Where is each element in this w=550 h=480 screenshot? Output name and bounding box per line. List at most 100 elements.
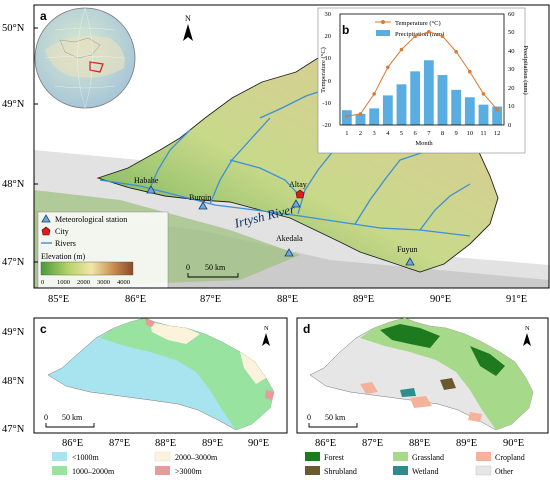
precip-bar (355, 113, 366, 125)
svg-text:88°E: 88°E (409, 438, 430, 449)
svg-text:87°E: 87°E (200, 294, 221, 305)
svg-text:0: 0 (186, 263, 190, 272)
elev-tick-2: 2000 (77, 279, 90, 286)
month-ticks: 1 2 3 4 5 6 7 8 9 10 11 12 (345, 130, 500, 137)
temperature-point (413, 34, 417, 38)
scalebar-c: 0 50 km (44, 413, 95, 428)
svg-text:48°N: 48°N (2, 376, 25, 387)
place-akedala: Akedala (276, 234, 303, 243)
temperature-point (454, 49, 458, 54)
legend-city-icon (41, 226, 51, 236)
month-tick-label: 9 (455, 130, 458, 137)
svg-text:-10: -10 (322, 100, 331, 107)
month-tick-label: 12 (494, 130, 501, 137)
month-tick-label: 1 (345, 130, 348, 137)
station-burqin (198, 201, 208, 210)
precip-bar (464, 97, 475, 125)
forest-area (380, 324, 505, 376)
svg-text:50: 50 (508, 29, 515, 36)
svg-text:86°E: 86°E (125, 294, 146, 305)
right-axis-ticks: 60 50 40 30 20 10 0 (508, 11, 515, 129)
svg-text:0: 0 (328, 78, 331, 85)
north-arrow-a: N (183, 14, 193, 41)
study-area-marker (89, 61, 104, 73)
month-tick-label: 3 (373, 130, 376, 137)
lat-labels-c: 49°N 48°N 47°N (2, 327, 25, 435)
scalebar-d: 0 50 km (307, 413, 358, 428)
svg-text:86°E: 86°E (62, 438, 83, 449)
temperature-point (440, 34, 445, 38)
city-altay (295, 189, 305, 199)
precip-bar (369, 108, 380, 125)
panel-label-c: c (40, 322, 47, 336)
svg-text:20: 20 (325, 33, 332, 40)
place-fuyun: Fuyun (397, 245, 417, 254)
legend-d: Forest Grassland Cropland Shrubland Wetl… (305, 452, 525, 476)
temperature-point (495, 107, 499, 112)
station-habahe (146, 185, 156, 194)
temperature-point (399, 47, 404, 52)
svg-text:47°N: 47°N (2, 424, 25, 435)
place-altay: Altay (289, 180, 307, 189)
legend-city: City (55, 227, 69, 236)
svg-text:Grassland: Grassland (412, 453, 444, 462)
chart-ylabel-right: Precipitation (mm) (522, 45, 529, 94)
month-tick-label: 6 (414, 130, 418, 137)
precip-bar (478, 104, 489, 125)
shrubland-area (440, 378, 456, 390)
month-tick-label: 4 (386, 130, 390, 137)
svg-text:1000–2000m: 1000–2000m (72, 467, 115, 476)
lon-labels-a: 85°E 86°E 87°E 88°E 89°E 90°E 91°E (48, 294, 527, 305)
panel-d: d N 0 50 km 86°E 87°E 88°E 89°E 90°E For… (296, 317, 549, 476)
svg-text:89°E: 89°E (353, 294, 374, 305)
wetland-area (400, 388, 416, 397)
svg-text:85°E: 85°E (48, 294, 69, 305)
plot-frame (339, 13, 505, 126)
temperature-point (386, 65, 390, 70)
panel-c: c N 0 50 km 49°N 48°N 47°N 86°E 87°E 88°… (2, 317, 288, 476)
place-habahe: Habahe (134, 176, 159, 185)
legend-a: Meteorological station City Rivers Eleva… (37, 211, 169, 289)
month-tick-label: 8 (441, 130, 444, 137)
svg-text:47°N: 47°N (2, 257, 25, 268)
svg-text:50 km: 50 km (205, 263, 226, 272)
svg-text:50 km: 50 km (62, 413, 83, 422)
cropland-area (360, 382, 482, 422)
svg-text:89°E: 89°E (202, 438, 223, 449)
legend-temperature: Temperature (°C) (395, 20, 441, 27)
svg-text:60: 60 (508, 11, 515, 18)
svg-text:49°N: 49°N (2, 327, 25, 338)
svg-text:87°E: 87°E (362, 438, 383, 449)
svg-text:90°E: 90°E (430, 294, 451, 305)
temperature-point (372, 92, 376, 96)
station-altay (291, 189, 305, 208)
svg-text:87°E: 87°E (109, 438, 130, 449)
month-tick-label: 11 (480, 130, 486, 137)
grassland-area (360, 318, 533, 430)
svg-text:0: 0 (508, 122, 511, 129)
svg-text:Cropland: Cropland (495, 453, 525, 462)
chart-ylabel-left: Temperature (°C) (320, 47, 327, 93)
precip-bar (410, 71, 421, 125)
svg-text:86°E: 86°E (315, 438, 336, 449)
svg-text:2000–3000m: 2000–3000m (175, 453, 218, 462)
month-tick-label: 5 (400, 130, 403, 137)
panel-label-a: a (40, 9, 47, 23)
svg-text:40: 40 (508, 48, 515, 55)
svg-text:10: 10 (325, 55, 332, 62)
svg-text:90°E: 90°E (248, 438, 269, 449)
precip-bar (423, 60, 434, 125)
svg-text:Wetland: Wetland (412, 467, 438, 476)
svg-text:89°E: 89°E (456, 438, 477, 449)
place-burqin: Burqin (189, 193, 211, 202)
svg-text:0: 0 (44, 413, 48, 422)
elev-tick-0: 0 (41, 279, 44, 286)
legend-rivers: Rivers (55, 239, 76, 248)
month-tick-label: 10 (467, 130, 474, 137)
north-arrow-d: N (523, 325, 531, 346)
elev-tick-1: 1000 (57, 279, 70, 286)
globe-inset (34, 7, 136, 109)
svg-text:49°N: 49°N (2, 99, 25, 110)
svg-text:-20: -20 (322, 122, 331, 129)
